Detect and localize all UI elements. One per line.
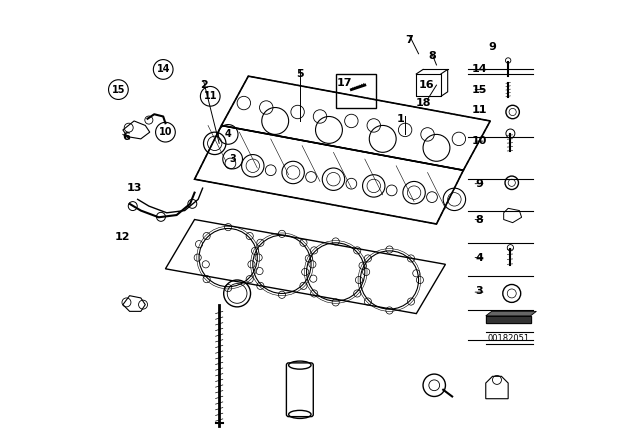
Text: 11: 11: [471, 105, 487, 115]
Text: 18: 18: [415, 98, 431, 108]
Polygon shape: [486, 311, 536, 316]
Text: 15: 15: [471, 85, 487, 95]
Text: 5: 5: [296, 69, 303, 79]
Text: 9: 9: [488, 42, 497, 52]
Text: 14: 14: [156, 65, 170, 74]
Text: 1: 1: [397, 114, 404, 124]
Text: 4: 4: [475, 253, 483, 263]
Text: 7: 7: [406, 35, 413, 45]
Text: 9: 9: [475, 179, 483, 189]
Bar: [336, 74, 376, 108]
Text: 11: 11: [204, 91, 217, 101]
Text: 15: 15: [111, 85, 125, 95]
Text: 13: 13: [126, 183, 142, 193]
Text: 3: 3: [229, 154, 236, 164]
Text: 10: 10: [159, 127, 172, 137]
Text: 2: 2: [200, 80, 207, 90]
Text: 00182051: 00182051: [487, 334, 529, 343]
Text: 14: 14: [471, 65, 487, 74]
Text: 10: 10: [471, 136, 487, 146]
Polygon shape: [486, 316, 531, 323]
Text: 6: 6: [122, 132, 130, 142]
Text: 16: 16: [419, 80, 435, 90]
Text: 12: 12: [114, 233, 130, 242]
Text: 17: 17: [337, 78, 353, 88]
Text: 4: 4: [225, 129, 232, 139]
Text: 8: 8: [475, 215, 483, 224]
Text: 3: 3: [476, 286, 483, 296]
Text: 8: 8: [428, 51, 436, 61]
